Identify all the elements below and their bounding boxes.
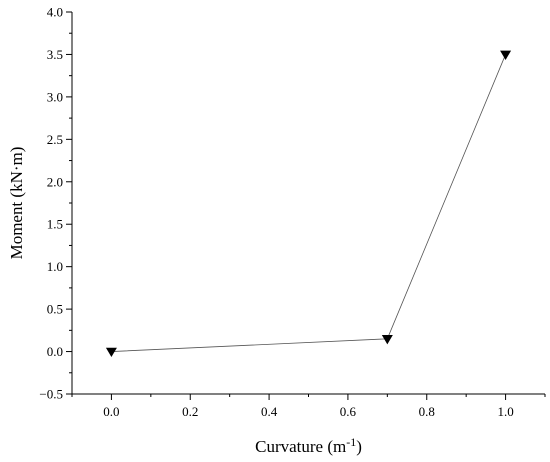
y-tick-label: 1.0 bbox=[47, 259, 63, 274]
y-tick-label: 0.0 bbox=[47, 344, 63, 359]
data-point-marker bbox=[105, 347, 117, 358]
x-axis-title-superscript: -1 bbox=[346, 435, 356, 449]
series-line bbox=[111, 54, 506, 352]
x-tick-label: 0.0 bbox=[103, 404, 119, 419]
y-tick-label: −0.5 bbox=[39, 387, 63, 402]
x-tick-label: 0.2 bbox=[182, 404, 198, 419]
y-tick-label: 3.0 bbox=[47, 89, 63, 104]
data-point-marker bbox=[500, 50, 512, 60]
x-axis-title: Curvature (m-1) bbox=[255, 435, 362, 456]
x-tick-label: 0.8 bbox=[419, 404, 435, 419]
y-tick-label: 1.5 bbox=[47, 217, 63, 232]
x-tick-label: 0.6 bbox=[340, 404, 357, 419]
y-tick-label: 0.5 bbox=[47, 302, 63, 317]
x-axis-title-main: Curvature (m bbox=[255, 437, 346, 456]
y-axis-title: Moment (kN·m) bbox=[7, 147, 26, 260]
y-tick-label: 3.5 bbox=[47, 47, 63, 62]
x-axis-title-end: ) bbox=[356, 437, 362, 456]
y-tick-label: 4.0 bbox=[47, 5, 63, 20]
axes bbox=[71, 12, 545, 395]
plot-area bbox=[105, 50, 512, 358]
y-tick-label: 2.0 bbox=[47, 174, 63, 189]
data-point-marker bbox=[381, 334, 393, 345]
x-tick-label: 1.0 bbox=[497, 404, 513, 419]
tick-labels: −0.5 0.0 0.5 1.0 1.5 2.0 2.5 3.0 3.5 4.0 0.0 0.2 0.4… bbox=[39, 5, 513, 420]
y-tick-label: 2.5 bbox=[47, 132, 63, 147]
ticks bbox=[66, 11, 546, 400]
x-tick-label: 0.4 bbox=[261, 404, 278, 419]
